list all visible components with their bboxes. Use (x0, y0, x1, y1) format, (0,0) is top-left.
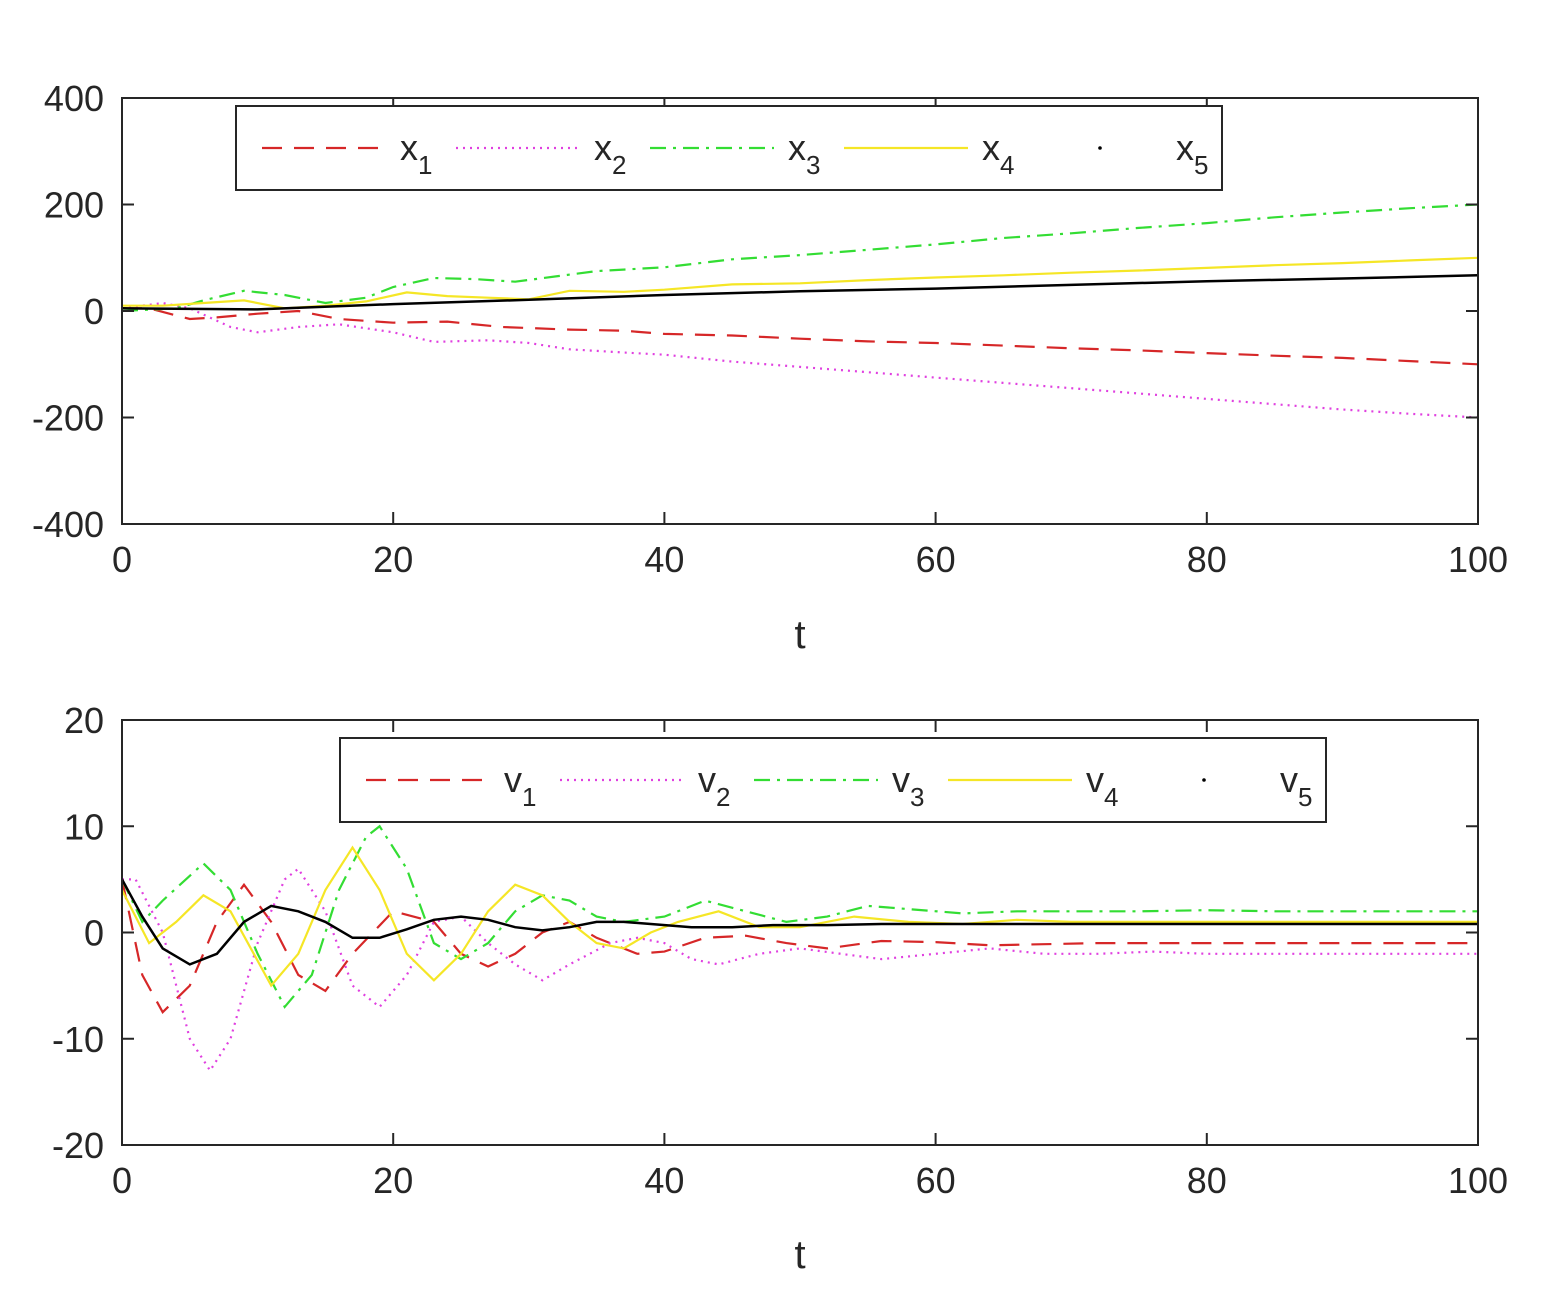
series-line-x1 (122, 307, 1478, 366)
legend-item-x3: x3 (650, 127, 820, 180)
x-tick-label: 0 (112, 539, 132, 580)
y-tick-label: 10 (64, 806, 104, 847)
legend-swatch (1202, 778, 1206, 782)
x-axis-label: t (794, 1233, 805, 1277)
y-tick-label: -400 (32, 504, 104, 545)
legend: v1 v2 v3 v4 v5 (339, 737, 1327, 823)
y-tick-label: -20 (52, 1125, 104, 1166)
legend-item-v2: v2 (560, 759, 730, 812)
legend-label: x2 (594, 127, 626, 180)
y-tick-label: -10 (52, 1019, 104, 1060)
series-line-v4 (122, 845, 1478, 988)
legend-item-x4: x4 (844, 127, 1014, 180)
legend-item-v1: v1 (366, 759, 536, 812)
x-tick-label: 40 (644, 539, 684, 580)
x-tick-label: 80 (1187, 539, 1227, 580)
legend-label: v5 (1280, 759, 1312, 812)
series-line-x2 (122, 301, 1478, 419)
y-tick-label: 400 (44, 78, 104, 119)
series-line-v5 (122, 878, 1478, 966)
legend-item-x1: x1 (262, 127, 432, 180)
y-tick-label: 0 (84, 291, 104, 332)
legend-label: x4 (982, 127, 1014, 180)
series-line-v1 (122, 879, 1478, 1015)
legend-item-v5: v5 (1202, 759, 1312, 812)
legend-label: v4 (1086, 759, 1118, 812)
y-tick-label: 200 (44, 185, 104, 226)
x-tick-label: 100 (1448, 1160, 1508, 1201)
legend-label: v2 (698, 759, 730, 812)
legend-label: x3 (788, 127, 820, 180)
position-plot: 0 20 40 60 80 100 400 200 0 -200 -400 t x1 x2 x3 x4 x5 (32, 78, 1508, 657)
legend-item-v4: v4 (948, 759, 1118, 812)
legend-item-x2: x2 (456, 127, 626, 180)
series-line-v3 (122, 824, 1478, 1009)
legend-label: x1 (400, 127, 432, 180)
x-tick-label: 80 (1187, 1160, 1227, 1201)
y-tick-label: 20 (64, 700, 104, 741)
x-tick-label: 100 (1448, 539, 1508, 580)
legend-swatch (1098, 146, 1102, 150)
legend-item-x5: x5 (1098, 127, 1208, 180)
x-tick-label: 20 (373, 1160, 413, 1201)
x-tick-label: 20 (373, 539, 413, 580)
legend-label: v1 (504, 759, 536, 812)
x-tick-label: 0 (112, 1160, 132, 1201)
x-tick-label: 40 (644, 1160, 684, 1201)
x-axis-label: t (794, 613, 805, 657)
x-tick-label: 60 (916, 539, 956, 580)
y-tick-label: 0 (84, 913, 104, 954)
legend: x1 x2 x3 x4 x5 (235, 105, 1223, 191)
series-line-x5 (122, 274, 1478, 311)
legend-label: x5 (1176, 127, 1208, 180)
y-tick-label: -200 (32, 398, 104, 439)
legend-label: v3 (892, 759, 924, 812)
legend-item-v3: v3 (754, 759, 924, 812)
x-tick-label: 60 (916, 1160, 956, 1201)
series-line-x3 (122, 203, 1478, 313)
